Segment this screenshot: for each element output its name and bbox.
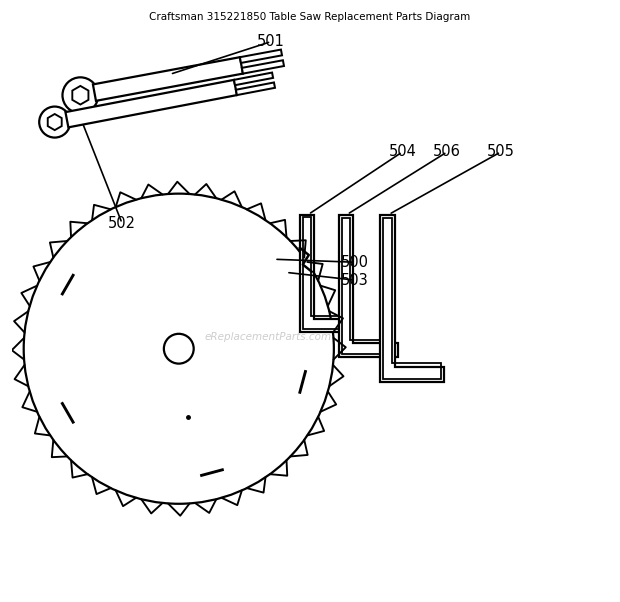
Text: 500: 500 xyxy=(341,255,369,270)
Polygon shape xyxy=(236,82,275,95)
Text: 505: 505 xyxy=(487,144,515,160)
Polygon shape xyxy=(301,214,352,332)
Text: 504: 504 xyxy=(389,144,417,160)
Text: 503: 503 xyxy=(341,273,369,288)
Text: eReplacementParts.com: eReplacementParts.com xyxy=(205,332,332,342)
Polygon shape xyxy=(66,80,237,128)
Polygon shape xyxy=(93,57,243,101)
Polygon shape xyxy=(240,49,282,63)
Text: Craftsman 315221850 Table Saw Replacement Parts Diagram: Craftsman 315221850 Table Saw Replacemen… xyxy=(149,11,471,22)
Polygon shape xyxy=(242,60,284,73)
Text: 502: 502 xyxy=(108,216,136,231)
Text: 501: 501 xyxy=(257,34,285,49)
Polygon shape xyxy=(339,214,397,357)
Polygon shape xyxy=(234,73,273,85)
Polygon shape xyxy=(380,214,444,382)
Text: 506: 506 xyxy=(433,144,461,160)
